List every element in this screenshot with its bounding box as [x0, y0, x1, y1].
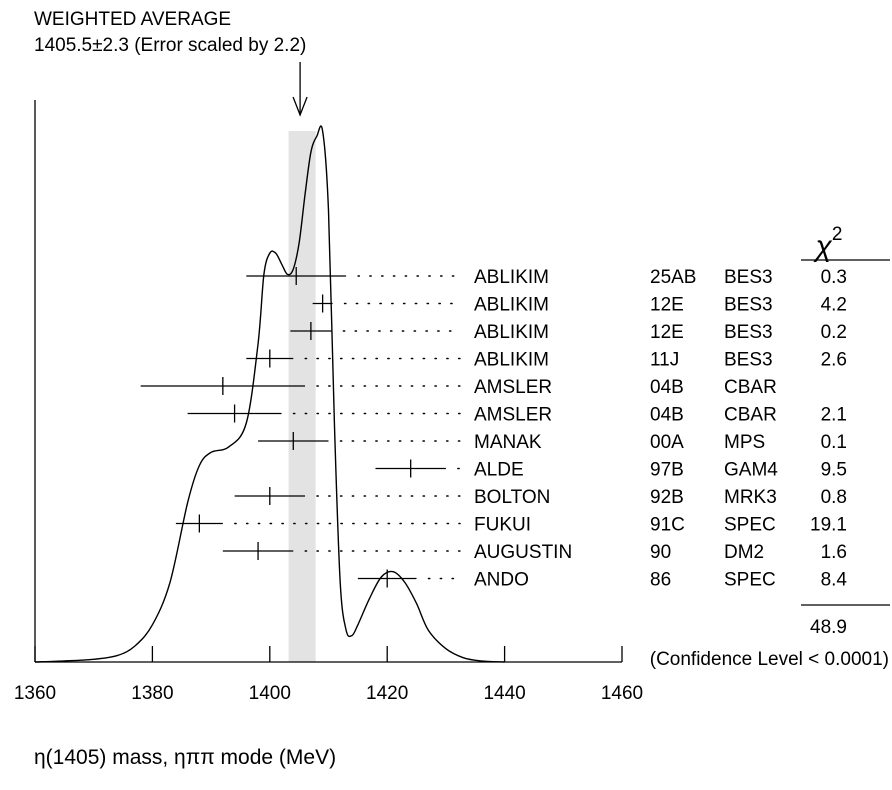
x-tick-label: 1360 — [14, 683, 56, 704]
measurement-experiment: BES3 — [724, 350, 773, 371]
measurement-chi2: 9.5 — [821, 460, 847, 481]
measurement-chi2: 2.6 — [821, 350, 847, 371]
measurement-author: ABLIKIM — [474, 267, 549, 288]
x-axis-label: η(1405) mass, ηππ mode (MeV) — [34, 746, 336, 769]
measurement-author: ANDO — [474, 570, 529, 591]
x-tick-label: 1460 — [601, 683, 643, 704]
measurement-ref: 90 — [650, 542, 671, 563]
measurement-ref: 91C — [650, 515, 685, 536]
measurement-ref: 00A — [650, 432, 684, 453]
measurement-ref: 04B — [650, 405, 684, 426]
chart-title: WEIGHTED AVERAGE — [34, 9, 231, 30]
x-tick-label: 1400 — [249, 683, 291, 704]
measurement-chi2: 0.1 — [821, 432, 847, 453]
ideogram-curve — [34, 125, 505, 663]
measurement-chi2: 2.1 — [821, 405, 847, 426]
confidence-level: (Confidence Level < 0.0001) — [650, 649, 889, 670]
measurement-chi2: 1.6 — [821, 542, 847, 563]
measurement-experiment: GAM4 — [724, 460, 778, 481]
measurement-experiment: BES3 — [724, 267, 773, 288]
measurement-ref: 12E — [650, 295, 684, 316]
measurement-author: AMSLER — [474, 377, 552, 398]
measurement-ref: 86 — [650, 570, 671, 591]
measurement-experiment: MPS — [724, 432, 765, 453]
x-tick-label: 1420 — [366, 683, 408, 704]
measurement-chi2: 0.8 — [821, 487, 847, 508]
measurement-author: ABLIKIM — [474, 295, 549, 316]
measurement-ref: 12E — [650, 322, 684, 343]
measurement-author: ABLIKIM — [474, 322, 549, 343]
measurement-chi2: 8.4 — [821, 570, 848, 591]
measurement-chi2: 0.3 — [821, 267, 847, 288]
measurement-experiment: BES3 — [724, 295, 773, 316]
measurement-author: AMSLER — [474, 405, 552, 426]
measurement-experiment: MRK3 — [724, 487, 777, 508]
chart-subtitle: 1405.5±2.3 (Error scaled by 2.2) — [34, 35, 306, 56]
measurement-chi2: 0.2 — [821, 322, 847, 343]
measurement-chi2: 19.1 — [810, 515, 847, 536]
measurement-experiment: SPEC — [724, 515, 776, 536]
chi2-total: 48.9 — [810, 617, 847, 638]
measurement-author: FUKUI — [474, 515, 531, 536]
measurement-experiment: SPEC — [724, 570, 776, 591]
average-arrow-head — [292, 96, 308, 117]
measurement-experiment: BES3 — [724, 322, 773, 343]
measurement-ref: 11J — [650, 350, 679, 371]
measurement-author: BOLTON — [474, 487, 550, 508]
measurement-experiment: CBAR — [724, 377, 777, 398]
measurement-ref: 25AB — [650, 267, 696, 288]
chi2-header: χ2 — [813, 224, 843, 263]
measurement-ref: 04B — [650, 377, 684, 398]
x-tick-label: 1380 — [131, 683, 173, 704]
measurement-experiment: CBAR — [724, 405, 777, 426]
measurement-author: ALDE — [474, 460, 524, 481]
measurement-author: MANAK — [474, 432, 542, 453]
x-tick-label: 1440 — [483, 683, 525, 704]
measurement-experiment: DM2 — [724, 542, 764, 563]
measurement-ref: 92B — [650, 487, 684, 508]
average-band — [288, 131, 316, 662]
measurement-author: AUGUSTIN — [474, 542, 572, 563]
measurement-author: ABLIKIM — [474, 350, 549, 371]
chi2-header-symbol: χ — [813, 230, 833, 263]
measurement-chi2: 4.2 — [821, 295, 847, 316]
chi2-header-exponent: 2 — [832, 224, 843, 245]
measurement-ref: 97B — [650, 460, 684, 481]
